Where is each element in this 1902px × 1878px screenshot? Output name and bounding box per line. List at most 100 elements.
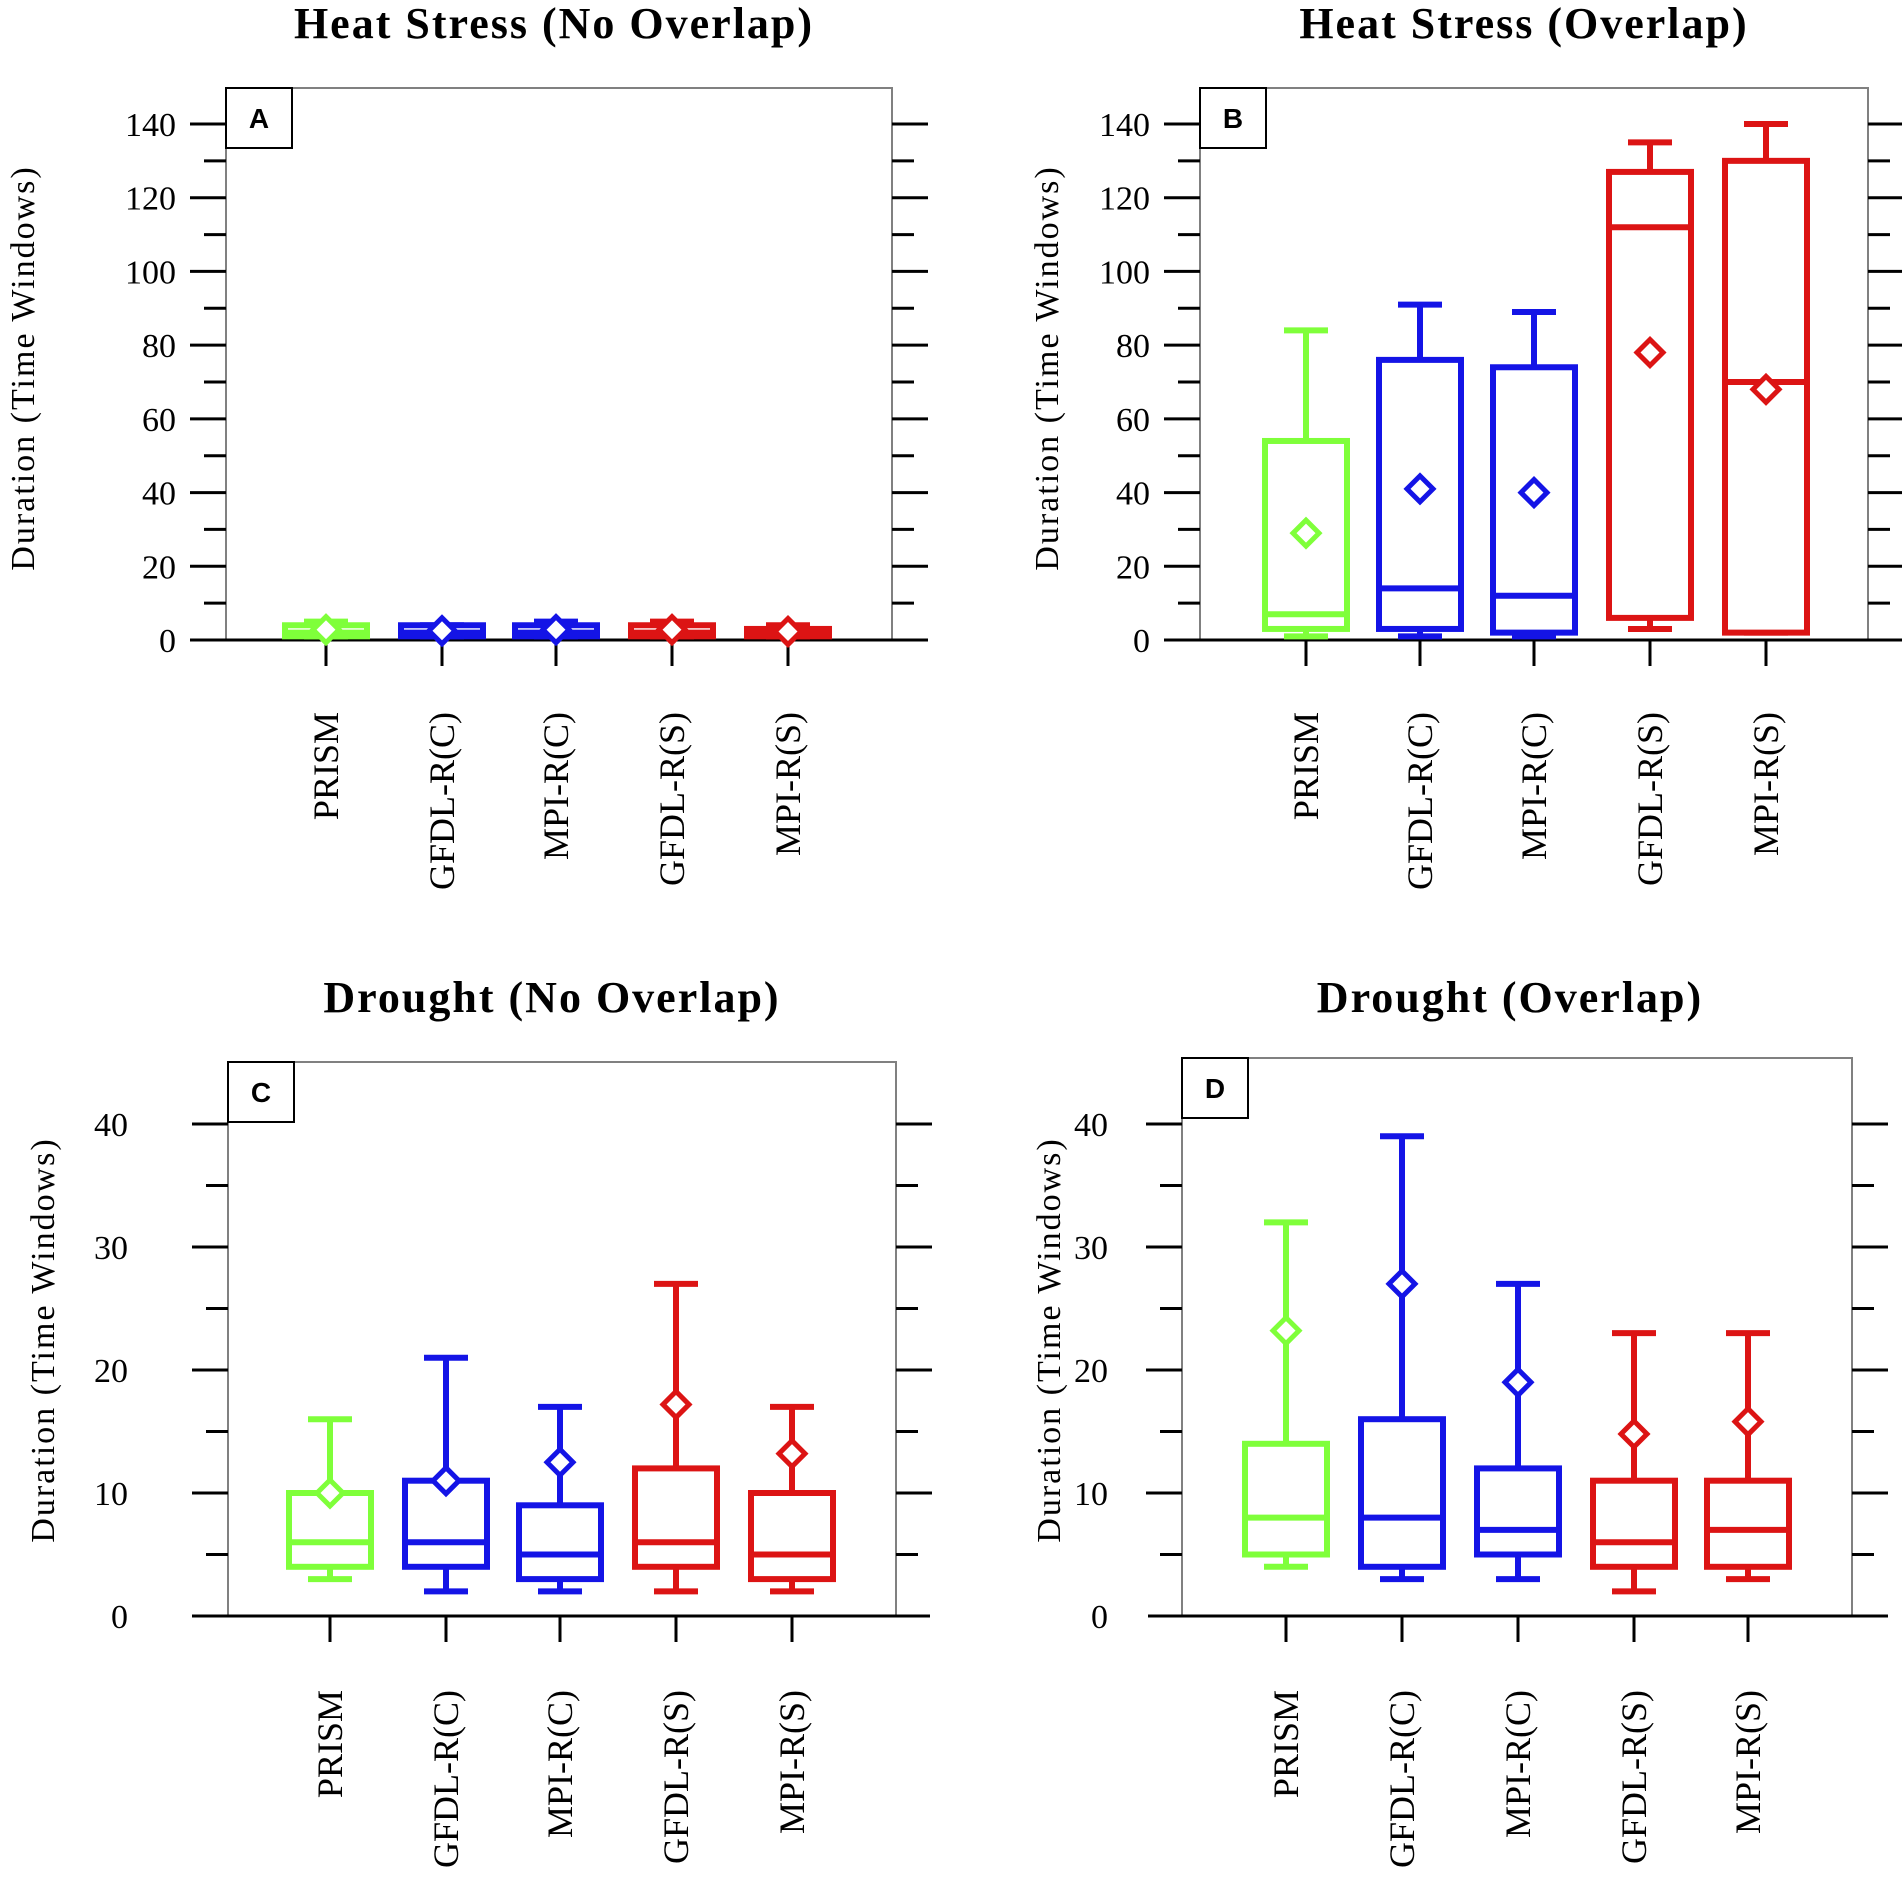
panel-c-title: Drought (No Overlap) xyxy=(323,973,780,1022)
panel-a-ytick-label: 0 xyxy=(159,623,176,660)
panel-a-ytick-label: 40 xyxy=(142,476,176,513)
panel-d-ylabel: Duration (Time Windows) xyxy=(1031,1137,1068,1542)
iqr-box xyxy=(1590,1477,1678,1570)
panel-c-category-label: GFDL-R(S) xyxy=(656,1690,696,1864)
panel-a-ytick-label: 20 xyxy=(142,549,176,586)
panel-d-category-label: GFDL-R(S) xyxy=(1614,1690,1654,1864)
mean-marker xyxy=(771,614,805,649)
panel-c-box-gfdl-r-s xyxy=(632,1280,720,1642)
panel-a-frame xyxy=(225,87,893,641)
panel-d-category-label: MPI-R(C) xyxy=(1498,1690,1538,1838)
panel-b-plot: 0 20 40 60 80 100 120 140 PRISM GFDL-R(C) MPI-R(C)… xyxy=(1099,87,1902,890)
panel-c-ylabel: Duration (Time Windows) xyxy=(25,1137,62,1542)
panel-d-ytick-label: 20 xyxy=(1074,1353,1108,1390)
panel-a-category-label: GFDL-R(S) xyxy=(652,712,692,886)
panel-a-category-label: PRISM xyxy=(306,712,346,820)
mean-marker xyxy=(1633,335,1667,370)
panel-b-category-label: GFDL-R(S) xyxy=(1630,712,1670,886)
panel-d-ytick-label: 0 xyxy=(1091,1599,1108,1636)
iqr-box xyxy=(1474,1465,1562,1558)
panel-c-box-mpi-r-s xyxy=(748,1403,836,1642)
panel-a-category-label: GFDL-R(C) xyxy=(422,712,462,890)
panel-c-box-mpi-r-c xyxy=(516,1403,604,1642)
mean-marker xyxy=(655,613,689,647)
panel-b-letter: B xyxy=(1223,103,1243,134)
panel-b-ytick-label: 140 xyxy=(1099,107,1150,144)
mean-marker xyxy=(429,1464,463,1498)
panel-a-ytick-label: 80 xyxy=(142,328,176,365)
panel-d-plot: 0 10 20 30 40 PRISM GFDL-R(C) MPI-R(C) GFDL-R(S)… xyxy=(1074,1057,1888,1868)
panel-b-box-prism xyxy=(1262,327,1350,666)
panel-d-title: Drought (Overlap) xyxy=(1317,973,1703,1022)
mean-marker xyxy=(1749,372,1783,406)
panel-d-box-mpi-r-s xyxy=(1704,1330,1792,1642)
panel-c-box-gfdl-r-c xyxy=(402,1354,490,1642)
panel-b-ytick-label: 80 xyxy=(1116,328,1150,365)
panel-b-box-gfdl-r-c xyxy=(1376,301,1464,666)
iqr-box xyxy=(1242,1440,1330,1558)
iqr-box xyxy=(1606,168,1694,621)
panel-b-letter-box xyxy=(1199,87,1267,149)
panel-c: 0 10 20 30 40 PRISM GFDL-R(C) MPI-R(C) GFDL-R(S)… xyxy=(25,973,932,1868)
panel-b-box-mpi-r-c xyxy=(1490,308,1578,666)
mean-marker xyxy=(659,1387,693,1421)
mean-marker xyxy=(1403,472,1437,506)
mean-marker xyxy=(775,1437,809,1471)
panel-a-ylabel: Duration (Time Windows) xyxy=(5,165,42,570)
panel-d-category-label: MPI-R(S) xyxy=(1728,1690,1768,1834)
mean-marker xyxy=(1501,1365,1535,1399)
panel-b-ytick-label: 40 xyxy=(1116,476,1150,513)
panel-a-box-mpi-r-s xyxy=(744,614,832,666)
panel-b-ylabel: Duration (Time Windows) xyxy=(1029,165,1066,570)
mean-marker xyxy=(1517,476,1551,510)
panel-c-ytick-label: 30 xyxy=(94,1230,128,1267)
panel-d-letter: D xyxy=(1205,1073,1225,1104)
mean-marker xyxy=(1385,1267,1419,1301)
panel-c-plot: 0 10 20 30 40 PRISM GFDL-R(C) MPI-R(C) GFDL-R(S)… xyxy=(94,1061,932,1868)
panel-c-letter: C xyxy=(251,1077,271,1108)
panel-c-box-prism xyxy=(286,1416,374,1642)
iqr-box xyxy=(1358,1416,1446,1570)
panel-c-ytick-label: 10 xyxy=(94,1476,128,1513)
panel-a-plot: 0 20 40 60 80 100 120 140 PRISM GFDL-R(C) MPI-R(C)… xyxy=(125,87,928,890)
panel-b-title: Heat Stress (Overlap) xyxy=(1299,0,1748,48)
panel-d-ytick-label: 30 xyxy=(1074,1230,1108,1267)
panel-a-letter-box xyxy=(225,87,293,149)
iqr-box xyxy=(1704,1477,1792,1570)
panel-b-ytick-label: 60 xyxy=(1116,402,1150,439)
panel-a-box-mpi-r-c xyxy=(512,613,600,666)
panel-b-category-label: GFDL-R(C) xyxy=(1400,712,1440,890)
panel-d-box-gfdl-r-c xyxy=(1358,1133,1446,1642)
mean-marker xyxy=(1617,1417,1651,1451)
panel-a: 0 20 40 60 80 100 120 140 PRISM GFDL-R(C) MPI-R(C)… xyxy=(5,0,928,890)
iqr-box xyxy=(632,1465,720,1570)
panel-b-ytick-label: 120 xyxy=(1099,181,1150,218)
mean-marker xyxy=(309,613,343,647)
panel-c-category-label: PRISM xyxy=(310,1690,350,1798)
panel-c-ytick-label: 20 xyxy=(94,1353,128,1390)
panel-a-category-label: MPI-R(S) xyxy=(768,712,808,856)
panel-c-ytick-label: 0 xyxy=(111,1599,128,1636)
iqr-box xyxy=(516,1502,604,1583)
panel-d-box-mpi-r-c xyxy=(1474,1280,1562,1642)
panel-a-box-gfdl-r-s xyxy=(628,613,716,666)
panel-c-letter-box xyxy=(227,1061,295,1123)
panel-c-ytick-label: 40 xyxy=(94,1107,128,1144)
mean-marker xyxy=(1269,1314,1303,1348)
panel-b-category-label: MPI-R(C) xyxy=(1514,712,1554,860)
panel-d-box-prism xyxy=(1242,1219,1330,1642)
panel-c-category-label: MPI-R(C) xyxy=(540,1690,580,1838)
panel-b-ytick-label: 0 xyxy=(1133,623,1150,660)
panel-a-box-gfdl-r-c xyxy=(398,614,486,666)
panel-b-box-gfdl-r-s xyxy=(1606,139,1694,666)
mean-marker xyxy=(1289,516,1323,550)
panel-d-category-label: GFDL-R(C) xyxy=(1382,1690,1422,1868)
panel-b-ytick-label: 20 xyxy=(1116,549,1150,586)
panel-a-title: Heat Stress (No Overlap) xyxy=(294,0,814,48)
panel-d-box-gfdl-r-s xyxy=(1590,1330,1678,1642)
panel-a-ytick-label: 140 xyxy=(125,107,176,144)
panel-a-ytick-label: 60 xyxy=(142,402,176,439)
panel-a-ytick-label: 120 xyxy=(125,181,176,218)
panel-b-category-label: PRISM xyxy=(1286,712,1326,820)
mean-marker xyxy=(543,1445,577,1479)
